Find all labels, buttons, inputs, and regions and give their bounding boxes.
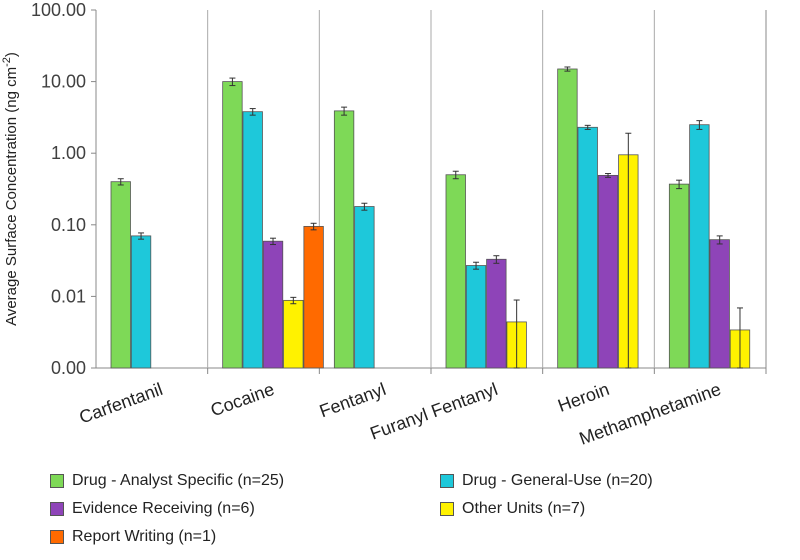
bar <box>597 174 619 369</box>
y-tick-label: 1.00 <box>51 143 86 163</box>
y-axis-label-main: Average Surface Concentration (ng cm <box>3 67 20 326</box>
bar <box>303 225 324 369</box>
legend-label: Drug - Analyst Specific (n=25) <box>72 472 285 489</box>
bar <box>577 126 598 369</box>
y-tick-label: 0.01 <box>51 286 86 306</box>
bar <box>222 81 243 369</box>
legend-item: Other Units (n=7) <box>440 500 585 518</box>
legend-item: Evidence Receiving (n=6) <box>50 500 255 518</box>
legend-label: Other Units (n=7) <box>462 500 586 517</box>
bar <box>262 240 284 369</box>
y-axis-label: Average Surface Concentration (ng cm-2) <box>1 52 20 326</box>
category-label: Carfentanil <box>77 379 166 428</box>
legend-item: Drug - General-Use (n=20) <box>440 472 653 490</box>
legend-swatch <box>50 502 64 516</box>
y-tick-label: 10.00 <box>41 72 86 92</box>
y-axis-label-end: ) <box>3 52 20 57</box>
legend-item: Report Writing (n=1) <box>50 528 216 546</box>
category-label: Fentanyl <box>317 379 389 421</box>
bar <box>668 183 690 369</box>
bar <box>445 174 466 369</box>
bar <box>486 258 507 369</box>
bar <box>689 124 710 369</box>
legend-swatch <box>440 474 454 488</box>
bar <box>333 110 355 369</box>
bar <box>110 181 131 369</box>
legend-label: Report Writing (n=1) <box>72 528 217 545</box>
category-label: Cocaine <box>208 379 277 420</box>
bar <box>130 235 152 369</box>
category-label: Furanyl Fentanyl <box>367 379 500 444</box>
legend-item: Drug - Analyst Specific (n=25) <box>50 472 284 490</box>
bar <box>465 265 487 369</box>
bar-chart: 0.00 0.01 0.10 1.00 10.00 100.00 Average Surfa… <box>1 0 767 449</box>
y-tick-label: 0.00 <box>51 358 86 378</box>
bar <box>283 299 304 369</box>
bar <box>709 239 730 369</box>
axes <box>91 9 767 374</box>
legend-label: Evidence Receiving (n=6) <box>72 500 255 517</box>
category-label: Heroin <box>555 379 612 416</box>
bar <box>354 206 375 369</box>
y-tick-label: 100.00 <box>31 0 86 20</box>
bar <box>242 111 263 369</box>
legend-swatch <box>50 474 64 488</box>
legend: Drug - Analyst Specific (n=25) Drug - Gen… <box>0 470 800 560</box>
legend-swatch <box>440 502 454 516</box>
legend-swatch <box>50 530 64 544</box>
y-tick-label: 0.10 <box>51 215 86 235</box>
legend-label: Drug - General-Use (n=20) <box>462 472 653 489</box>
bars <box>110 66 751 369</box>
bar <box>557 68 578 369</box>
y-axis-label-superscript: -2 <box>1 57 13 67</box>
